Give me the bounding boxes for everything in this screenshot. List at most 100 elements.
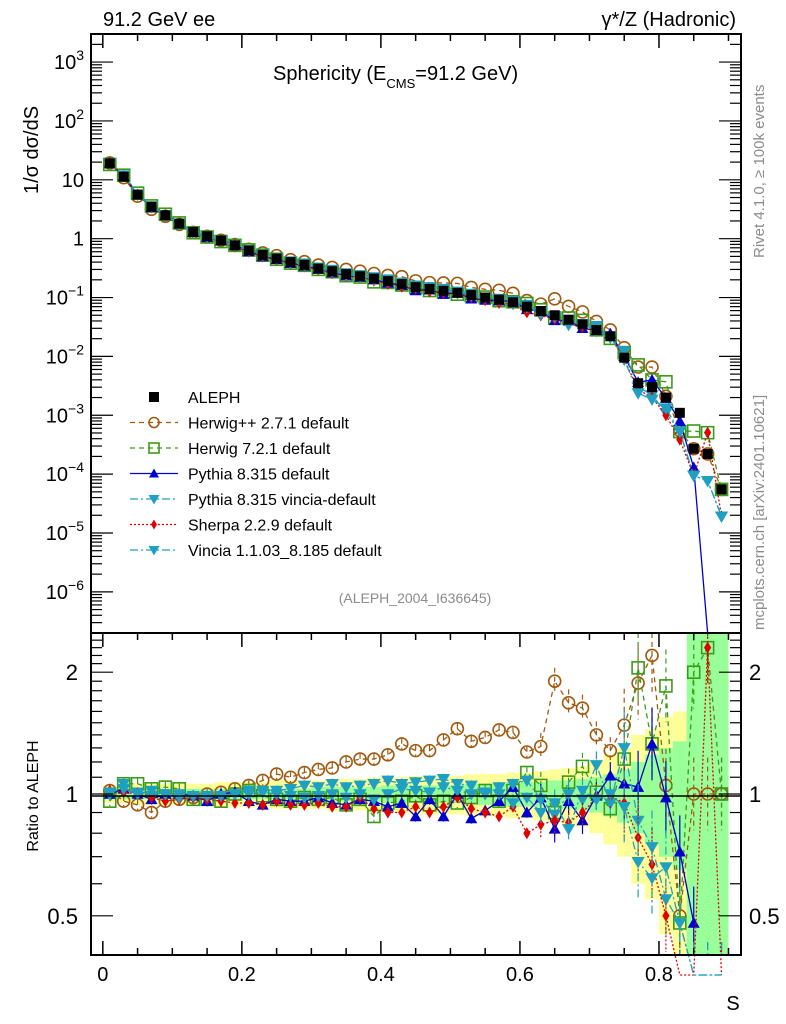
ratio-marker bbox=[325, 761, 340, 775]
legend-entry: Pythia 8.315 vincia-default bbox=[130, 492, 376, 509]
ratio-marker bbox=[367, 752, 381, 766]
y-axis-label-ratio: Ratio to ALEPH bbox=[25, 740, 42, 851]
y-tick-label-top: 102 bbox=[54, 106, 84, 133]
ratio-marker bbox=[398, 806, 406, 819]
top-marker bbox=[646, 373, 659, 385]
y-tick-label-top: 10−6 bbox=[46, 577, 84, 604]
y-tick-label-ratio: 2 bbox=[66, 660, 78, 685]
ratio-marker bbox=[467, 802, 475, 815]
axes-group: 0 0.2 0.4 0.6 0.810310210110−110−210−310−410… bbox=[46, 33, 780, 986]
data-point bbox=[438, 285, 449, 296]
data-point bbox=[549, 310, 560, 321]
ratio-marker bbox=[394, 737, 409, 751]
ratio-marker bbox=[422, 775, 437, 788]
data-point bbox=[202, 231, 213, 242]
ratio-marker bbox=[589, 760, 604, 772]
ratio-marker bbox=[659, 679, 673, 693]
data-point bbox=[118, 171, 129, 182]
ratio-marker bbox=[245, 797, 253, 810]
data-point bbox=[647, 382, 658, 393]
top-line bbox=[109, 162, 723, 517]
y-tick-label-top: 10−4 bbox=[46, 459, 84, 486]
data-point bbox=[368, 273, 379, 284]
ratio-marker bbox=[646, 737, 659, 749]
ratio-marker bbox=[520, 745, 534, 759]
ratio-marker bbox=[534, 807, 548, 820]
data-point bbox=[104, 158, 115, 169]
legend-marker bbox=[149, 468, 159, 478]
rivet-label: Rivet 4.1.0, ≥ 100k events bbox=[751, 85, 768, 258]
ratio-marker bbox=[631, 856, 645, 869]
data-point bbox=[716, 484, 727, 495]
ratio-marker bbox=[158, 789, 172, 801]
ratio-marker bbox=[339, 782, 353, 794]
data-point bbox=[535, 306, 546, 317]
ratio-marker bbox=[506, 725, 520, 740]
ratio-marker bbox=[492, 723, 506, 737]
ratio-marker bbox=[256, 787, 270, 799]
top-marker bbox=[631, 358, 645, 372]
legend-entry: Herwig 7.2.1 default bbox=[130, 441, 331, 458]
ratio-marker bbox=[453, 791, 461, 804]
ratio-marker bbox=[506, 778, 520, 791]
ratio-marker bbox=[464, 780, 478, 793]
top-series-group bbox=[102, 156, 729, 634]
ratio-marker bbox=[537, 818, 545, 831]
ratio-marker bbox=[436, 733, 451, 747]
ratio-marker bbox=[339, 755, 353, 769]
legend-label: Herwig++ 2.7.1 default bbox=[188, 416, 350, 433]
top-marker bbox=[631, 388, 645, 400]
title-rest: =91.2 GeV) bbox=[415, 63, 518, 85]
y-tick-label-ratio-right: 2 bbox=[749, 660, 761, 685]
legend-label: Pythia 8.315 default bbox=[188, 467, 330, 484]
data-point bbox=[521, 301, 532, 312]
ratio-marker bbox=[395, 797, 408, 808]
legend-entry: Sherpa 2.2.9 default bbox=[130, 518, 333, 535]
ratio-marker bbox=[395, 784, 409, 796]
legend-entry: Pythia 8.315 default bbox=[130, 467, 330, 484]
top-marker bbox=[575, 305, 590, 319]
data-point bbox=[410, 282, 421, 293]
legend-entry: ALEPH bbox=[149, 390, 240, 407]
ratio-marker bbox=[439, 800, 448, 813]
x-axis-label: S bbox=[726, 993, 739, 1015]
ratio-marker bbox=[422, 743, 437, 758]
data-point bbox=[674, 407, 685, 418]
ratio-marker bbox=[130, 789, 145, 801]
top-marker bbox=[673, 426, 687, 439]
analysis-id: (ALEPH_2004_I636645) bbox=[339, 590, 492, 606]
ratio-marker bbox=[450, 721, 465, 736]
ratio-marker bbox=[259, 798, 267, 811]
ratio-marker bbox=[659, 791, 672, 803]
top-marker bbox=[645, 394, 659, 407]
ratio-marker bbox=[381, 775, 395, 788]
data-point bbox=[188, 226, 199, 237]
legend-marker bbox=[148, 442, 160, 454]
ratio-marker bbox=[603, 743, 618, 758]
ratio-marker bbox=[495, 810, 503, 823]
ratio-marker bbox=[659, 862, 673, 874]
ratio-marker bbox=[551, 814, 559, 827]
ratio-marker bbox=[367, 794, 381, 806]
ratio-marker bbox=[492, 782, 506, 794]
legend-label: Sherpa 2.2.9 default bbox=[188, 518, 333, 535]
ratio-marker bbox=[228, 789, 242, 801]
top-marker bbox=[659, 403, 673, 415]
top-marker bbox=[659, 375, 673, 389]
y-tick-label-ratio-right: 1 bbox=[749, 782, 761, 807]
top-marker bbox=[686, 424, 701, 438]
ratio-marker bbox=[367, 778, 381, 791]
plot-title: Sphericity (ECMS=91.2 GeV) bbox=[273, 63, 518, 91]
mcplots-label: mcplots.cern.ch [arXiv:2401.10621] bbox=[751, 395, 768, 630]
y-tick-label-top: 1 bbox=[73, 229, 84, 251]
data-point bbox=[355, 271, 366, 282]
ratio-marker bbox=[492, 789, 506, 801]
ratio-marker bbox=[450, 785, 464, 798]
ratio-marker bbox=[144, 785, 159, 798]
header-right: γ*/Z (Hadronic) bbox=[602, 9, 736, 31]
ratio-marker bbox=[384, 806, 392, 819]
ratio-marker bbox=[575, 785, 590, 798]
ratio-marker bbox=[425, 806, 434, 819]
ratio-marker bbox=[523, 827, 531, 840]
